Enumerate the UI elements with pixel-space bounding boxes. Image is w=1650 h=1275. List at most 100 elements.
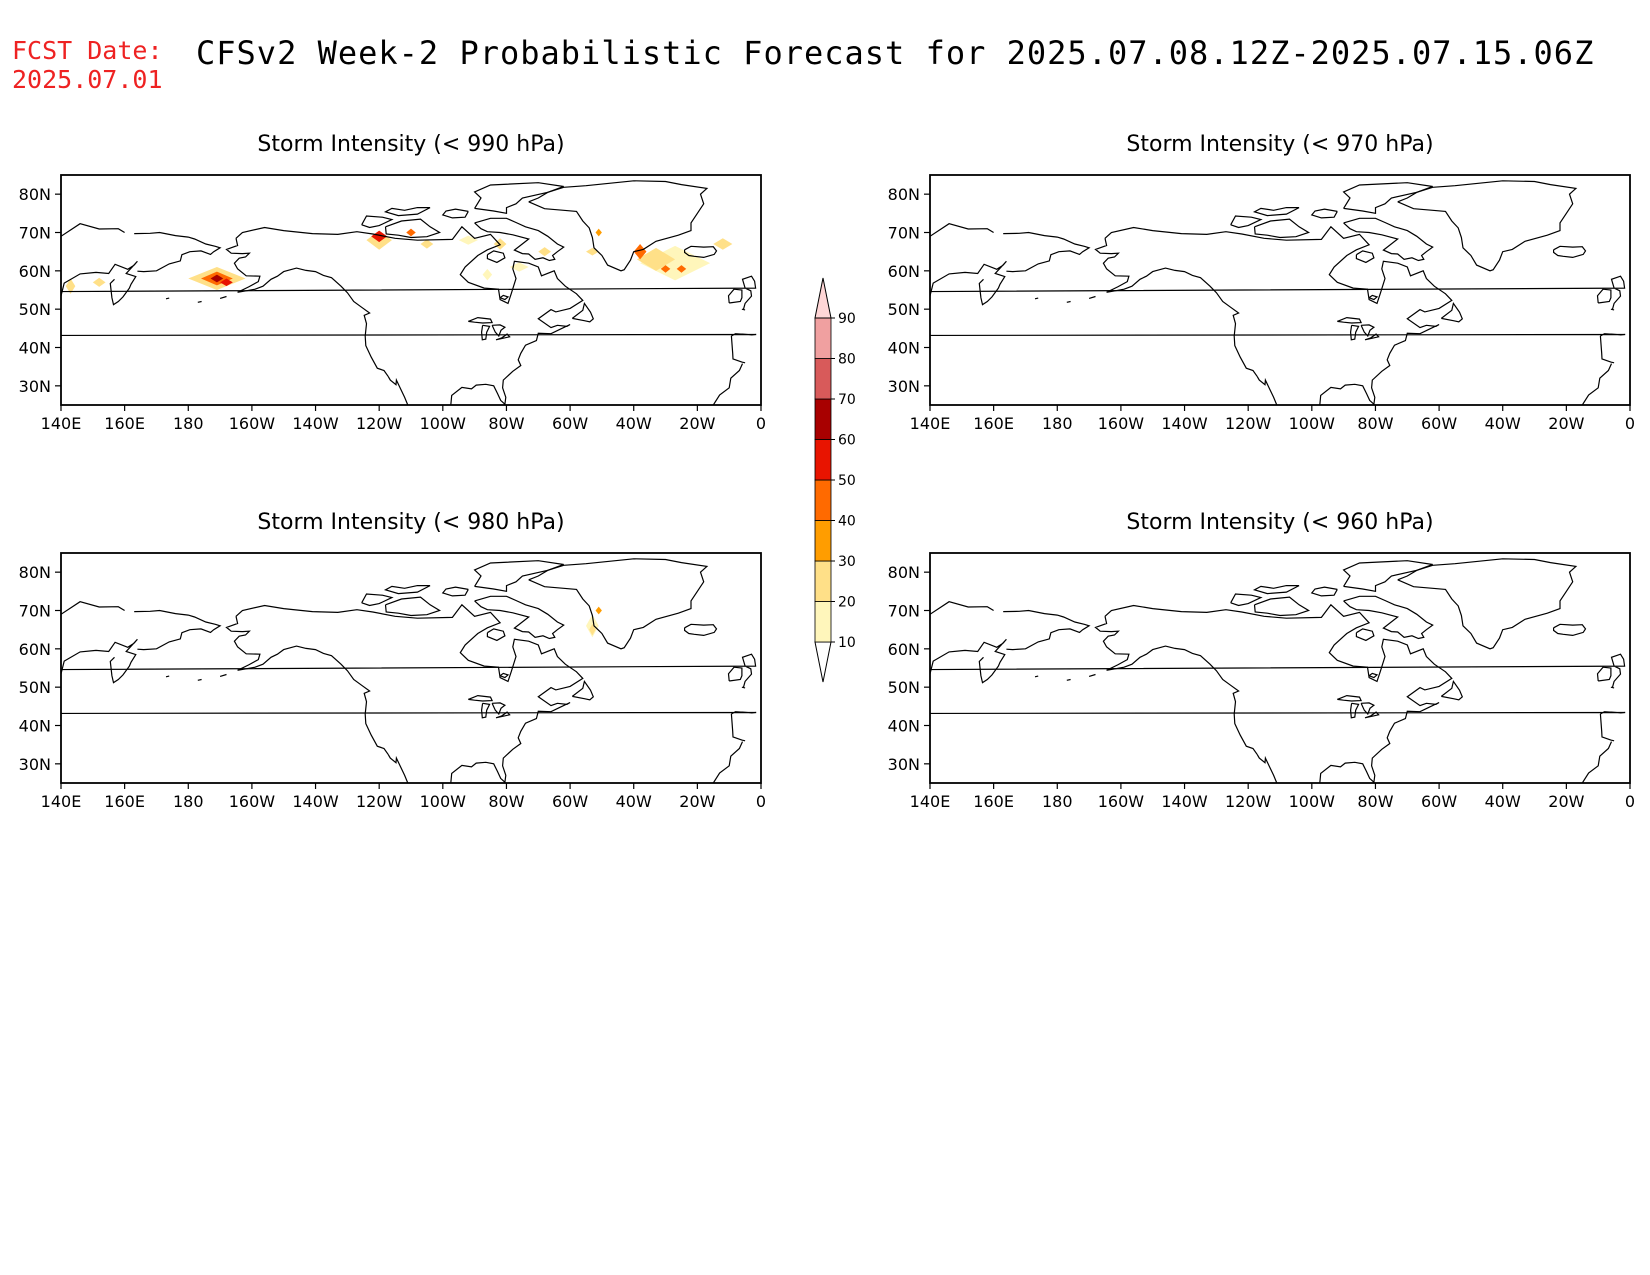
coastline <box>1310 208 1338 219</box>
coastline <box>1364 333 1380 341</box>
coastline <box>219 673 227 677</box>
lon-tick-label: 140W <box>1161 414 1208 433</box>
coastline <box>468 316 494 324</box>
probability-cell <box>676 265 687 273</box>
coastlines <box>61 558 757 783</box>
coastline <box>61 275 757 310</box>
lat-tick-label: 60N <box>888 262 920 281</box>
lon-tick-label: 100W <box>420 414 467 433</box>
coastline <box>1252 585 1300 595</box>
lat-tick-label: 30N <box>19 755 51 774</box>
colorbar-label: 90 <box>838 311 856 327</box>
lat-tick-label: 70N <box>888 602 920 621</box>
map-plot-area <box>61 553 761 783</box>
coastline <box>571 301 595 323</box>
coastline <box>361 215 394 229</box>
coastline <box>1066 678 1071 681</box>
colorbar-swatch <box>814 601 832 643</box>
probability-cell <box>65 278 76 294</box>
coastline <box>474 595 565 640</box>
coastline <box>1368 672 1379 679</box>
coastline <box>473 182 564 215</box>
lon-tick-label: 120W <box>1225 414 1272 433</box>
coastline <box>1342 182 1433 215</box>
lat-tick-label: 60N <box>19 640 51 659</box>
lon-tick-label: 140E <box>41 792 82 811</box>
lon-tick-label: 160E <box>973 414 1014 433</box>
coastline <box>1440 679 1464 701</box>
colorbar-swatch <box>814 317 832 359</box>
lon-tick-label: 40W <box>616 792 652 811</box>
page-title: CFSv2 Week-2 Probabilistic Forecast for … <box>196 34 1595 72</box>
coastline <box>495 711 511 719</box>
lon-tick-label: 60W <box>1421 414 1457 433</box>
lat-tick-label: 50N <box>888 300 920 319</box>
coastline <box>235 225 584 405</box>
coastline <box>1397 558 1578 650</box>
lat-tick-label: 70N <box>888 224 920 243</box>
colorbar-swatch <box>814 439 832 481</box>
coastline <box>1256 753 1278 783</box>
probability-cell <box>713 238 733 250</box>
lon-tick-label: 160W <box>1098 414 1145 433</box>
colorbar-legend: 10 20 30 40 50 60 70 80 90 <box>814 277 856 683</box>
coastline <box>1581 363 1613 405</box>
coastline <box>1610 308 1615 311</box>
lon-tick-label: 60W <box>552 414 588 433</box>
lon-tick-label: 0 <box>756 414 766 433</box>
panel-title: Storm Intensity (< 960 hPa) <box>1126 510 1433 535</box>
coastline <box>61 260 138 306</box>
coastline <box>384 596 442 617</box>
lon-tick-label: 80W <box>488 792 524 811</box>
coastline <box>1088 295 1096 299</box>
coastline <box>730 335 746 364</box>
coastlines <box>930 180 1626 405</box>
coastline <box>383 585 431 595</box>
coastline <box>528 558 709 650</box>
lon-tick-label: 160W <box>229 792 276 811</box>
coastline <box>361 593 394 607</box>
map-plot-area <box>930 553 1630 783</box>
lon-tick-label: 40W <box>1485 792 1521 811</box>
probability-cell <box>633 244 647 260</box>
coastline <box>387 753 409 783</box>
coastline <box>165 297 170 300</box>
coastline <box>1034 675 1039 678</box>
coastline <box>1610 686 1615 689</box>
lat-tick-label: 50N <box>888 678 920 697</box>
lat-tick-label: 30N <box>888 377 920 396</box>
coastline <box>61 333 757 337</box>
lon-tick-label: 40W <box>616 414 652 433</box>
coastline <box>1553 245 1587 259</box>
coastline <box>741 686 746 689</box>
lat-tick-label: 80N <box>19 185 51 204</box>
lon-tick-label: 140W <box>292 792 339 811</box>
lat-tick-label: 30N <box>19 377 51 396</box>
panel-title: Storm Intensity (< 990 hPa) <box>257 132 564 157</box>
lon-tick-label: 140W <box>292 414 339 433</box>
lat-tick-label: 40N <box>888 339 920 358</box>
coastline <box>61 653 757 688</box>
lon-tick-label: 100W <box>420 792 467 811</box>
coastline <box>1230 593 1263 607</box>
coastline <box>134 609 222 651</box>
coastline <box>712 741 744 783</box>
coastline <box>1252 207 1300 217</box>
coastline <box>225 616 389 755</box>
coastline <box>499 672 510 679</box>
coastline <box>528 180 709 272</box>
coastline <box>1343 217 1434 262</box>
coastline <box>1310 586 1338 597</box>
lon-tick-label: 0 <box>756 792 766 811</box>
coastline <box>1003 609 1091 651</box>
coastline <box>61 638 138 684</box>
coastline <box>441 586 469 597</box>
coastline <box>930 711 1626 715</box>
coastline <box>1397 180 1578 272</box>
coastline <box>480 324 491 341</box>
coastline <box>1349 324 1360 341</box>
coastline <box>474 217 565 262</box>
lat-tick-label: 80N <box>888 185 920 204</box>
lon-tick-label: 0 <box>1625 792 1635 811</box>
lon-tick-label: 120W <box>356 792 403 811</box>
